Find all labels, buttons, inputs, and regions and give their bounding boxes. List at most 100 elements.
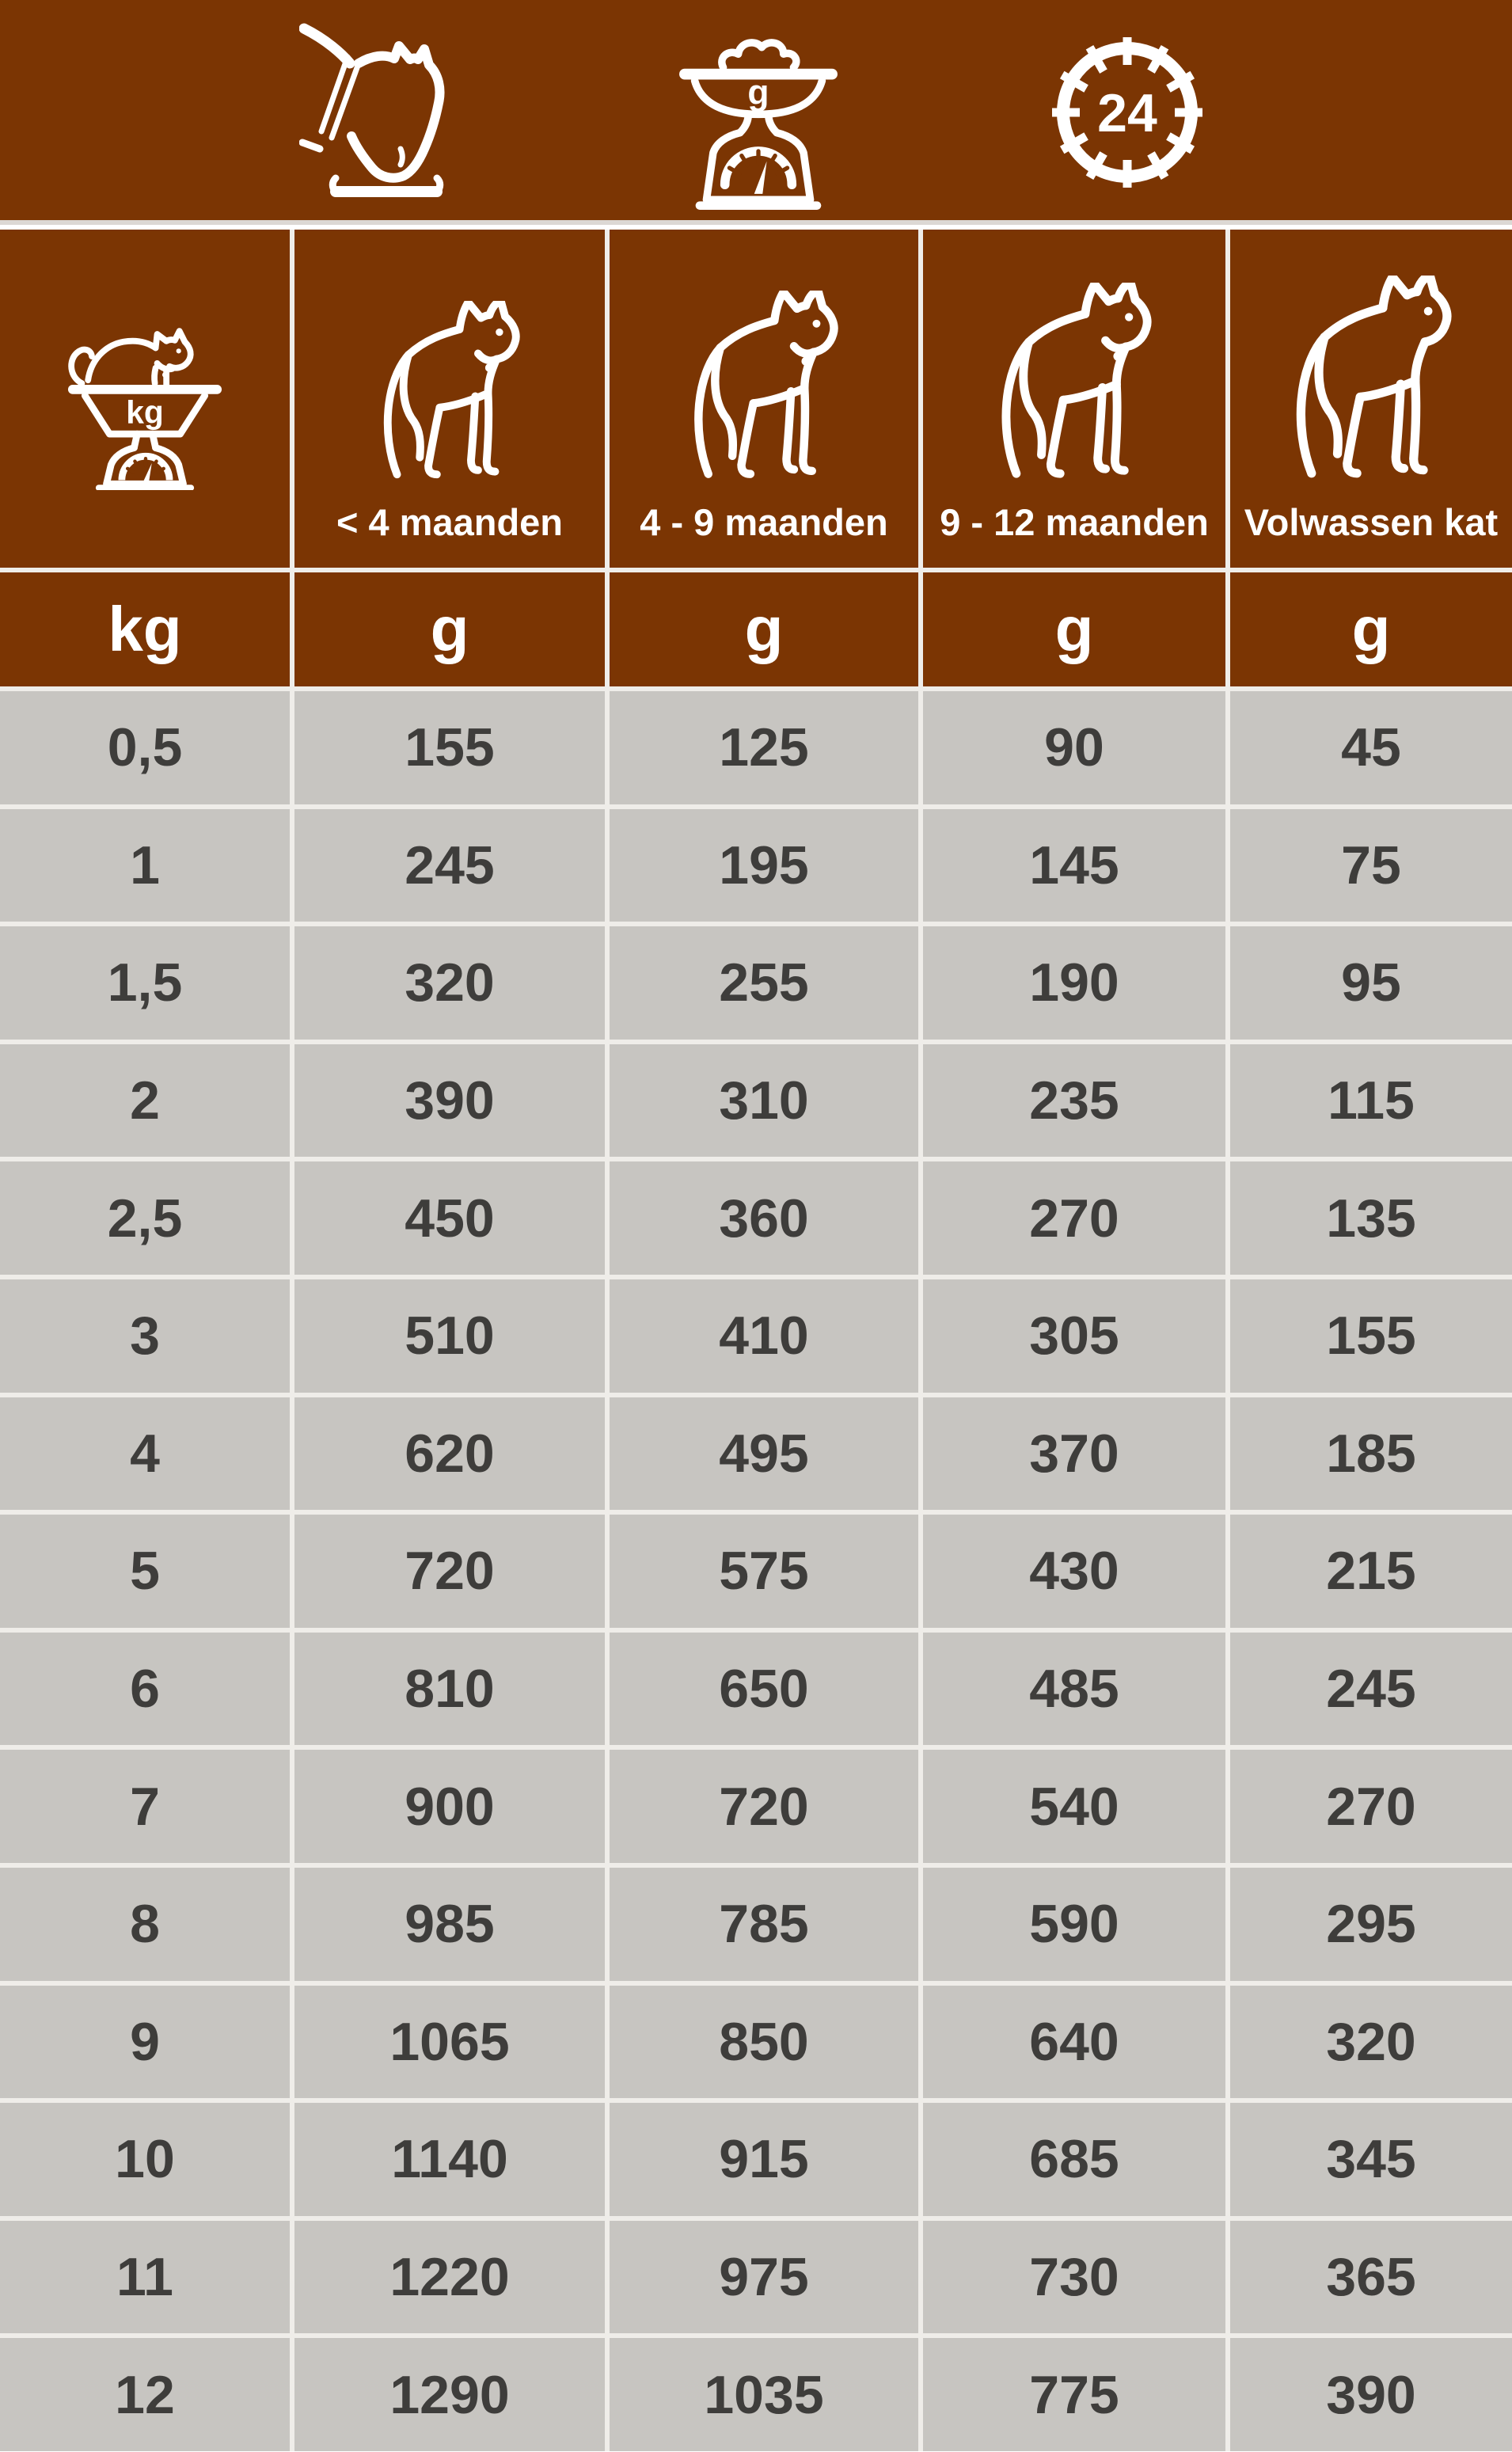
weight-value-cell: 6	[0, 1632, 290, 1746]
portion-value-cell: 785	[610, 1867, 918, 1981]
top-icon-band: g 24	[0, 0, 1512, 225]
portion-value-cell: 985	[294, 1867, 605, 1981]
portion-value-cell: 45	[1230, 691, 1512, 804]
portion-value-cell: 1065	[294, 1985, 605, 2099]
portion-value-cell: 95	[1230, 926, 1512, 1040]
weight-value-cell: 0,5	[0, 691, 290, 804]
weight-value-cell: 11	[0, 2220, 290, 2334]
portion-value-cell: 125	[610, 691, 918, 804]
kg-label: kg	[126, 393, 164, 430]
portion-value-cell: 900	[294, 1750, 605, 1863]
gram-label: g	[747, 74, 769, 112]
unit-cell-g: g	[923, 572, 1225, 686]
portion-value-cell: 320	[294, 926, 605, 1040]
portion-value-cell: 450	[294, 1161, 605, 1275]
young-cat-icon	[996, 283, 1153, 483]
portion-value-cell: 640	[923, 1985, 1225, 2099]
col-header-4-9-maanden: 4 - 9 maanden	[610, 230, 918, 568]
portion-value-cell: 775	[923, 2338, 1225, 2451]
col-header-label: 9 - 12 maanden	[940, 501, 1209, 543]
portion-value-cell: 295	[1230, 1867, 1512, 1981]
weight-value-cell: 8	[0, 1867, 290, 1981]
portion-value-cell: 115	[1230, 1044, 1512, 1158]
portion-value-cell: 590	[923, 1867, 1225, 1981]
portion-value-cell: 370	[923, 1397, 1225, 1511]
portion-value-cell: 245	[294, 808, 605, 922]
portion-value-cell: 155	[1230, 1279, 1512, 1393]
weight-value-cell: 12	[0, 2338, 290, 2451]
cat-eating-from-plate-icon	[299, 23, 445, 197]
portion-value-cell: 915	[610, 2103, 918, 2216]
portion-value-cell: 270	[923, 1161, 1225, 1275]
col-header-9-12-maanden: 9 - 12 maanden	[923, 230, 1225, 568]
portion-value-cell: 1035	[610, 2338, 918, 2451]
portion-value-cell: 485	[923, 1632, 1225, 1746]
weight-value-cell: 7	[0, 1750, 290, 1863]
portion-value-cell: 190	[923, 926, 1225, 1040]
weight-value-cell: 9	[0, 1985, 290, 2099]
col-header-weight: kg	[0, 230, 290, 568]
portion-value-cell: 510	[294, 1279, 605, 1393]
portion-value-cell: 320	[1230, 1985, 1512, 2099]
adult-cat-icon	[1290, 276, 1453, 483]
clock-24-label: 24	[1097, 83, 1157, 143]
col-header-volwassen-kat: Volwassen kat	[1230, 230, 1512, 568]
portion-value-cell: 135	[1230, 1161, 1512, 1275]
col-header-label: 4 - 9 maanden	[640, 501, 888, 543]
weight-value-cell: 2,5	[0, 1161, 290, 1275]
portion-value-cell: 685	[923, 2103, 1225, 2216]
portion-value-cell: 730	[923, 2220, 1225, 2334]
portion-value-cell: 1290	[294, 2338, 605, 2451]
portion-value-cell: 185	[1230, 1397, 1512, 1511]
portion-value-cell: 495	[610, 1397, 918, 1511]
weight-value-cell: 4	[0, 1397, 290, 1511]
unit-cell-g: g	[1230, 572, 1512, 686]
unit-cell-g: g	[610, 572, 918, 686]
portion-value-cell: 75	[1230, 808, 1512, 922]
portion-value-cell: 245	[1230, 1632, 1512, 1746]
portion-value-cell: 1140	[294, 2103, 605, 2216]
portion-value-cell: 810	[294, 1632, 605, 1746]
weight-value-cell: 1	[0, 808, 290, 922]
portion-value-cell: 850	[610, 1985, 918, 2099]
portion-value-cell: 575	[610, 1515, 918, 1628]
portion-value-cell: 620	[294, 1397, 605, 1511]
weight-value-cell: 3	[0, 1279, 290, 1393]
unit-cell-kg: kg	[0, 572, 290, 686]
clock-24h-icon: 24	[1052, 37, 1202, 188]
portion-value-cell: 305	[923, 1279, 1225, 1393]
portion-value-cell: 720	[294, 1515, 605, 1628]
weight-value-cell: 5	[0, 1515, 290, 1628]
portion-value-cell: 410	[610, 1279, 918, 1393]
weight-value-cell: 10	[0, 2103, 290, 2216]
kitten-small-icon	[378, 301, 521, 483]
portion-value-cell: 310	[610, 1044, 918, 1158]
portion-value-cell: 235	[923, 1044, 1225, 1158]
unit-cell-g: g	[294, 572, 605, 686]
portion-value-cell: 720	[610, 1750, 918, 1863]
portion-value-cell: 345	[1230, 2103, 1512, 2216]
portion-value-cell: 390	[1230, 2338, 1512, 2451]
portion-value-cell: 650	[610, 1632, 918, 1746]
portion-value-cell: 215	[1230, 1515, 1512, 1628]
portion-value-cell: 365	[1230, 2220, 1512, 2334]
portion-value-cell: 360	[610, 1161, 918, 1275]
weight-value-cell: 2	[0, 1044, 290, 1158]
food-scale-gram-icon: g	[679, 39, 838, 210]
col-header-label: Volwassen kat	[1244, 501, 1499, 543]
portion-value-cell: 540	[923, 1750, 1225, 1863]
col-header-lt-4-maanden: < 4 maanden	[294, 230, 605, 568]
portion-value-cell: 155	[294, 691, 605, 804]
feeding-table: kg < 4 maanden 4 - 9 maanden 9 - 12 maan…	[0, 230, 1512, 2451]
portion-value-cell: 90	[923, 691, 1225, 804]
portion-value-cell: 270	[1230, 1750, 1512, 1863]
kitten-medium-icon	[689, 291, 839, 483]
cat-on-weighing-scale-icon: kg	[67, 327, 222, 490]
weight-value-cell: 1,5	[0, 926, 290, 1040]
col-header-label: < 4 maanden	[336, 501, 564, 543]
portion-value-cell: 1220	[294, 2220, 605, 2334]
portion-value-cell: 430	[923, 1515, 1225, 1628]
portion-value-cell: 195	[610, 808, 918, 922]
portion-value-cell: 390	[294, 1044, 605, 1158]
